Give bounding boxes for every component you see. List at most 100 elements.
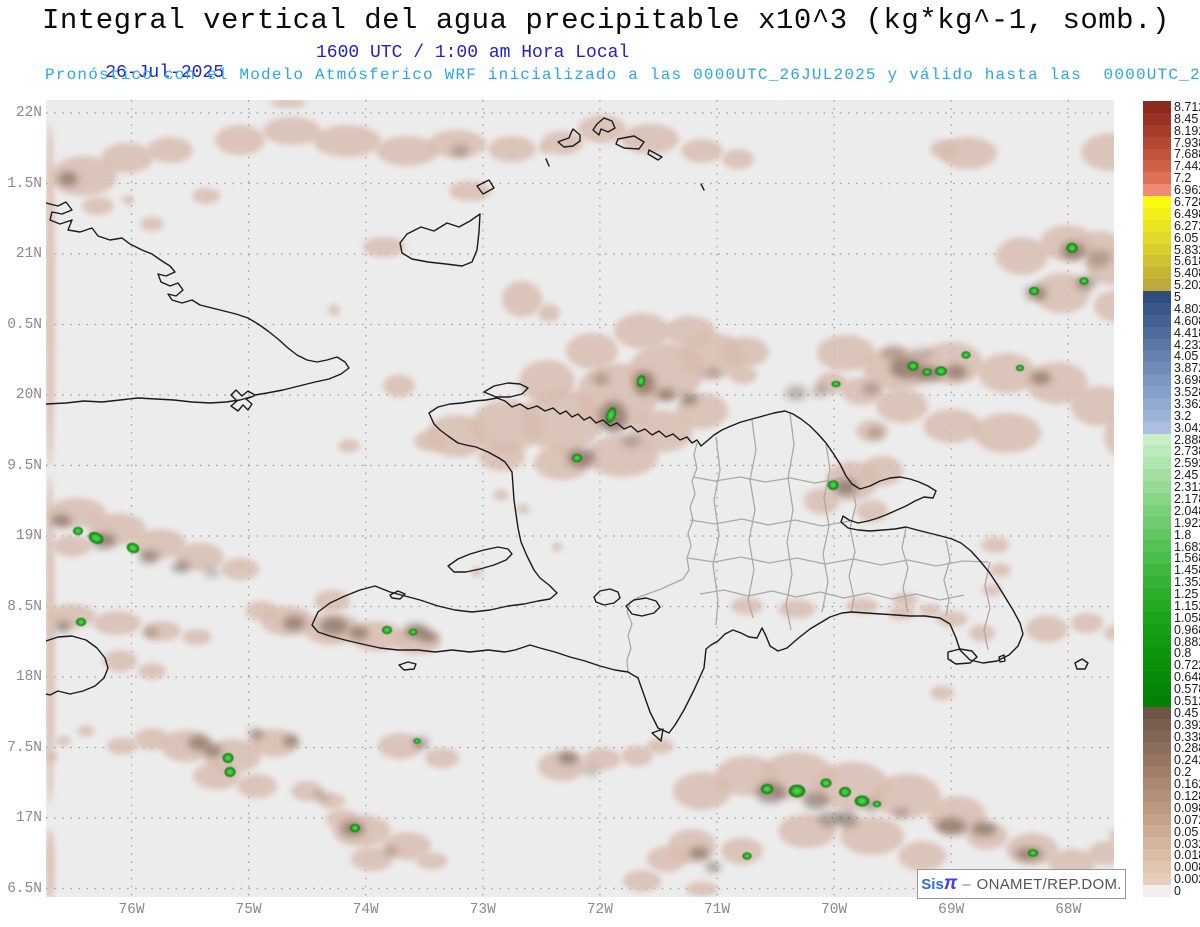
coastline-layer	[46, 117, 1089, 742]
shading-patch-tan	[101, 143, 153, 173]
colorbar-value: 5.618	[1174, 254, 1200, 269]
shading-core-dark	[893, 807, 909, 819]
colorbar-cell	[1143, 302, 1171, 315]
colorbar-value: 0.128	[1174, 789, 1200, 803]
page-title: Integral vertical del agua precipitable …	[42, 4, 1170, 37]
colorbar-cell	[1143, 682, 1171, 695]
lat-label: 18N	[15, 669, 42, 685]
shading-core-dark	[583, 766, 599, 776]
coastline	[311, 397, 1024, 734]
shading-core-dark	[785, 385, 807, 401]
lat-label: 20N	[15, 387, 42, 403]
shading-core-dark	[881, 345, 905, 361]
shading-patch-tan	[722, 149, 754, 169]
shading-patch-tan	[192, 188, 220, 204]
colorbar-cell	[1143, 671, 1171, 683]
shading-peak-green	[413, 738, 421, 744]
shading-peak-green	[838, 786, 852, 798]
colorbar-value: 0.072	[1174, 812, 1200, 827]
colorbar-value: 7.2	[1174, 171, 1192, 186]
shading-patch-tan	[566, 333, 618, 369]
shading-patch-tan	[313, 125, 381, 157]
colorbar-value: 0.578	[1174, 682, 1200, 697]
colorbar-value: 0.8	[1174, 646, 1192, 661]
shading-patch-tan	[1104, 413, 1114, 459]
shading-peak-green	[1028, 286, 1040, 296]
lon-label: 71W	[703, 902, 731, 918]
shading-core-dark	[818, 811, 840, 827]
shading-patch-tan	[841, 377, 883, 405]
colorbar-value: 6.728	[1174, 194, 1200, 209]
colorbar-value: 1.352	[1174, 575, 1200, 590]
shading-peak-green	[831, 380, 841, 388]
colorbar-value: 8.712	[1174, 99, 1200, 114]
colorbar-value: 1.058	[1174, 610, 1200, 625]
colorbar-value: 7.688	[1174, 147, 1200, 162]
province-border	[821, 443, 831, 613]
shading-peak-green	[1066, 242, 1078, 254]
shading-patch-tan	[46, 752, 58, 762]
shading-patch-tan	[614, 313, 670, 349]
shading-patch-tan	[939, 137, 997, 169]
lat-label: 6.5N	[7, 880, 42, 897]
shading-patch-tan	[973, 413, 1041, 453]
shading-patch-tan	[328, 304, 340, 316]
colorbar-cell	[1143, 872, 1171, 885]
shading-patch-tan	[502, 281, 542, 317]
shading-peak-green	[742, 852, 752, 860]
shading-core-dark	[248, 729, 264, 739]
shading-patch-tan	[583, 748, 621, 770]
shading-patch-tan	[856, 420, 888, 442]
colorbar-cell	[1143, 813, 1171, 826]
lat-label: 7.5N	[7, 739, 42, 756]
shading-patch-tan	[969, 624, 995, 642]
shading-core-dark	[204, 745, 222, 757]
shading-patch-tan	[383, 375, 415, 397]
colorbar-cell	[1143, 849, 1171, 861]
colorbar-value: 5.202	[1174, 278, 1200, 293]
shading-patch-tan	[846, 598, 878, 614]
shading-patch-tan	[147, 137, 193, 163]
shading-patch-tan	[538, 304, 560, 322]
shading-peak-green	[820, 778, 832, 788]
shading-core-dark	[705, 367, 721, 379]
shading-core-dark	[558, 751, 578, 765]
colorbar-cell	[1143, 362, 1171, 375]
shading-patch-tan	[414, 431, 446, 451]
shading-patch-tan	[416, 852, 448, 870]
colorbar-cell	[1143, 124, 1171, 137]
colorbar-value: 7.442	[1174, 159, 1200, 174]
colorbar-value: 5.408	[1174, 266, 1200, 281]
shading-patch-tan	[363, 237, 405, 257]
shading-core-dark	[656, 388, 676, 402]
lon-label: 74W	[352, 902, 379, 918]
colorbar-value: 4.608	[1174, 313, 1200, 328]
shading-patch-tan	[376, 136, 438, 166]
shading-peak-green	[408, 628, 418, 636]
colorbar-cell	[1143, 255, 1171, 268]
colorbar-value: 0	[1174, 884, 1181, 899]
colorbar-value: 0.648	[1174, 670, 1200, 685]
colorbar-value: 4.802	[1174, 301, 1200, 316]
shading-patch-tan	[930, 686, 954, 700]
colorbar-value: 0.392	[1174, 717, 1200, 732]
watermark-box: Sis π – ONAMET/REP.DOM.	[917, 869, 1126, 899]
coastline	[399, 213, 481, 267]
shading-patch-tan	[919, 604, 941, 616]
colorbar-cell	[1143, 552, 1171, 565]
shading-patch-tan	[981, 537, 1009, 553]
province-border	[785, 412, 795, 631]
colorbar-cell	[1143, 837, 1171, 850]
shading-core-dark	[143, 628, 159, 638]
shading-patch-tan	[1071, 386, 1114, 426]
colorbar-cell	[1143, 718, 1171, 731]
shading-patch-tan	[519, 360, 575, 402]
colorbar-cell	[1143, 659, 1171, 671]
shading-core-dark	[320, 617, 348, 635]
province-border	[699, 589, 965, 601]
province-border	[983, 561, 991, 651]
colorbar-cell	[1143, 338, 1171, 351]
run-date: 26-Jul-2025	[105, 63, 225, 83]
province-border	[943, 539, 951, 617]
date-line: 26-Jul-2025 1600 UTC / 1:00 am Hora Loca…	[62, 43, 629, 123]
